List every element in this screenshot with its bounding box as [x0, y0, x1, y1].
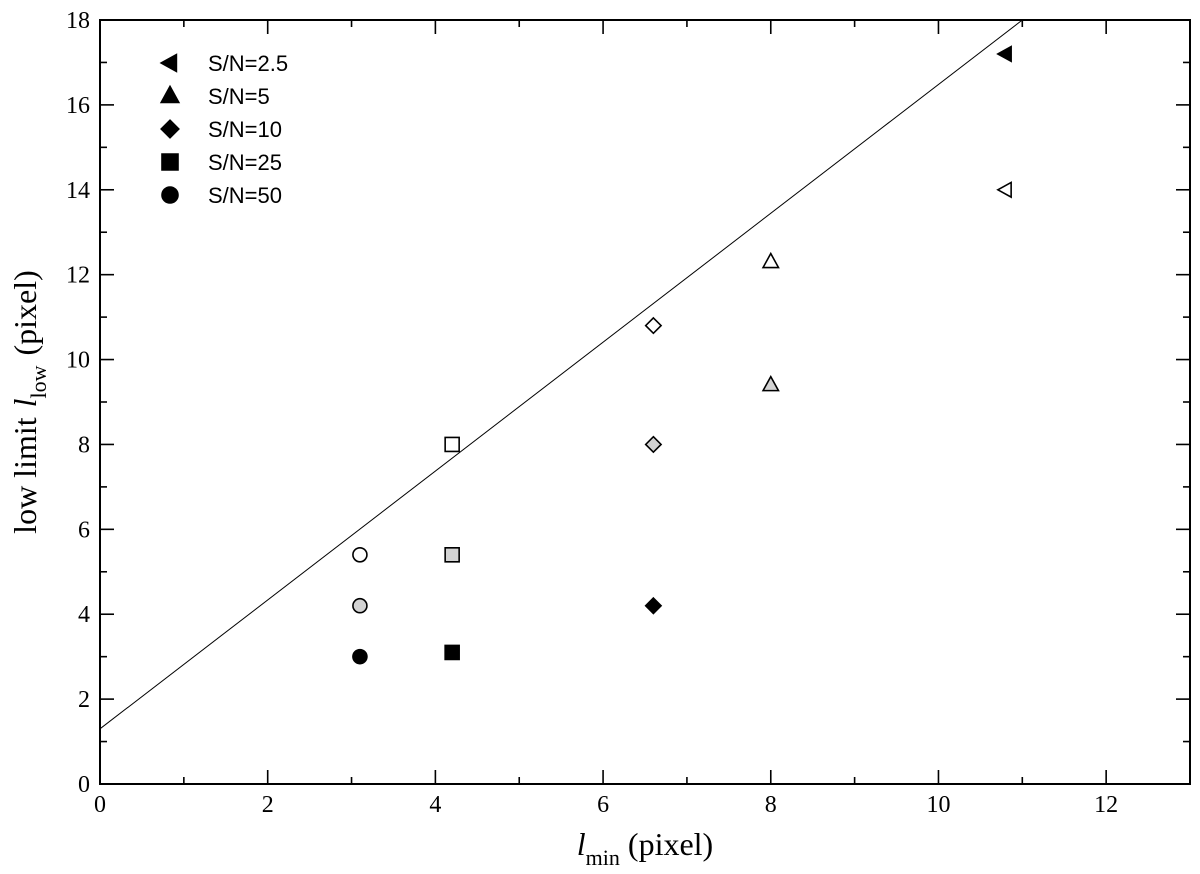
data-point-square: [444, 436, 460, 453]
legend-marker-triangle-left: [159, 53, 178, 73]
legend-marker-diamond: [160, 119, 180, 139]
legend: S/N=2.5 S/N=5 S/N=10 S/N=25 S/N=50: [159, 51, 288, 208]
data-points: [352, 45, 1012, 665]
y-tick-label: 18: [66, 8, 90, 34]
legend-label: S/N=50: [208, 183, 282, 208]
x-axis-sub: min: [586, 845, 620, 870]
x-tick-label: 6: [597, 792, 609, 818]
y-tick-label: 16: [66, 93, 90, 119]
legend-marker-triangle-up: [159, 84, 181, 104]
data-point-diamond: [644, 316, 663, 335]
data-point-triangle-left: [996, 45, 1012, 63]
legend-label: S/N=5: [208, 84, 270, 109]
y-tick-label: 6: [78, 517, 90, 543]
y-axis-sub: low: [26, 365, 51, 398]
data-point-diamond: [644, 435, 663, 454]
legend-label: S/N=25: [208, 150, 282, 175]
x-tick-label: 4: [429, 792, 441, 818]
data-point-diamond: [644, 596, 663, 615]
y-axis-title: low limit llow (pixel): [7, 270, 51, 534]
data-point-circle: [352, 648, 368, 665]
y-axis-var: l: [7, 398, 43, 407]
data-point-square: [444, 644, 460, 661]
x-axis-unit: (pixel): [628, 826, 713, 862]
data-point-circle: [352, 597, 368, 614]
x-tick-label: 10: [926, 792, 950, 818]
y-axis-unit: (pixel): [7, 270, 43, 355]
legend-label: S/N=10: [208, 117, 282, 142]
y-axis-prefix: low limit: [7, 417, 43, 534]
data-point-triangle-up: [761, 251, 780, 269]
x-tick-label: 2: [262, 792, 274, 818]
y-tick-label: 0: [78, 772, 90, 798]
y-tick-label: 4: [78, 602, 90, 628]
x-axis-var: l: [577, 826, 586, 862]
y-tick-label: 10: [66, 348, 90, 374]
data-point-triangle-up: [761, 374, 780, 392]
axis-ticks: [99, 19, 1191, 785]
axis-tick-labels: 0 2 4 6 8 10 12 0 2 4 6 8 10 12 14 16 18: [66, 8, 1118, 818]
legend-marker-square: [161, 153, 179, 171]
x-tick-label: 0: [94, 792, 106, 818]
legend-label: S/N=2.5: [208, 51, 288, 76]
reference-line-layer: [99, 19, 1023, 730]
reference-line: [99, 19, 1023, 730]
legend-marker-circle: [161, 186, 179, 204]
y-tick-label: 14: [66, 178, 90, 204]
y-tick-label: 2: [78, 687, 90, 713]
y-tick-label: 8: [78, 432, 90, 458]
x-axis-title: lmin (pixel): [577, 826, 713, 870]
data-point-triangle-left: [996, 181, 1012, 199]
x-tick-label: 12: [1094, 792, 1118, 818]
y-tick-label: 12: [66, 263, 90, 289]
x-tick-label: 8: [765, 792, 777, 818]
data-point-square: [444, 546, 460, 563]
data-point-circle: [352, 546, 368, 563]
